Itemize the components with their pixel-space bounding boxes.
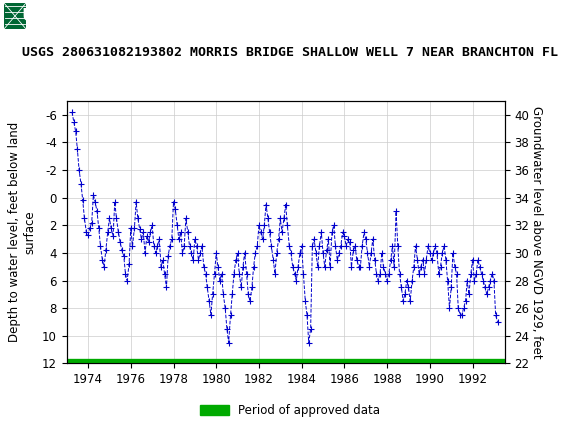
Bar	[4, 3, 26, 29]
Bar	[4, 3, 74, 29]
Legend: Period of approved data: Period of approved data	[195, 399, 385, 422]
Text: USGS: USGS	[21, 7, 77, 25]
Text: USGS 280631082193802 MORRIS BRIDGE SHALLOW WELL 7 NEAR BRANCHTON FL: USGS 280631082193802 MORRIS BRIDGE SHALL…	[22, 46, 558, 59]
Y-axis label: Groundwater level above NGVD 1929, feet: Groundwater level above NGVD 1929, feet	[530, 106, 543, 359]
Y-axis label: Depth to water level, feet below land
surface: Depth to water level, feet below land su…	[9, 122, 37, 342]
